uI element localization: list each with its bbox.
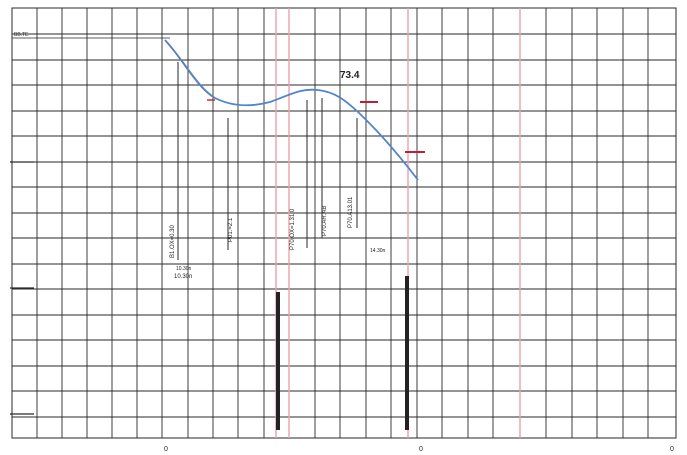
annotation-2: 10.30n <box>174 274 192 280</box>
x-tick-label-2: 0 <box>419 446 423 453</box>
vertical-label-5: P70.A13.01 <box>348 196 354 228</box>
x-tick-label-1: 0 <box>164 446 168 453</box>
peak-label: 73.4 <box>340 70 360 81</box>
vertical-label-1: B1.OX=0.30 <box>170 224 176 258</box>
annotation-3: 14.30n <box>370 248 386 254</box>
curve-shadow <box>167 42 217 100</box>
data-curve <box>164 39 419 181</box>
plot-frame <box>11 7 677 439</box>
vertical-label-2: P01.=2.1 <box>228 217 234 242</box>
vertical-label-3: P70.OX=1.31.0 <box>290 208 296 250</box>
vertical-label-4: P70.AR.AB <box>322 206 328 236</box>
x-tick-label-3: 0 <box>670 446 674 453</box>
grid-lines <box>12 8 676 438</box>
annotation-1: 10.30n <box>176 266 192 272</box>
y-top-label: BB.TE <box>14 32 29 38</box>
